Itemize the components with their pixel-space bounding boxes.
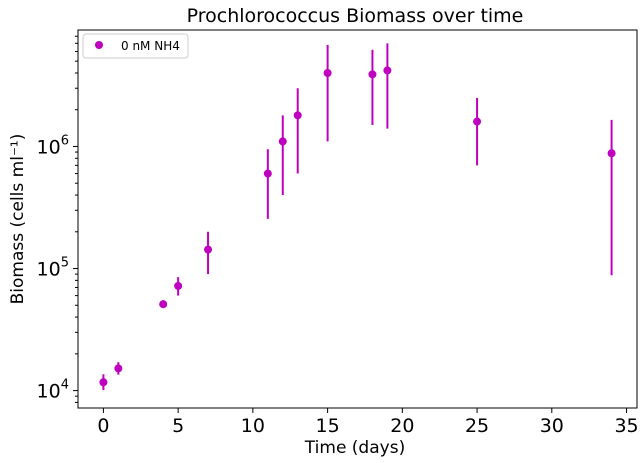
data-point xyxy=(99,378,108,387)
x-tick-label: 30 xyxy=(540,415,564,437)
x-tick-label: 0 xyxy=(97,415,109,437)
data-point xyxy=(159,300,168,309)
data-point xyxy=(473,117,482,126)
legend-marker xyxy=(95,41,103,49)
plot-area xyxy=(77,29,638,409)
data-point xyxy=(368,70,377,79)
data-point xyxy=(114,364,123,373)
data-point xyxy=(174,281,183,290)
data-point xyxy=(278,137,287,146)
data-point xyxy=(383,66,392,75)
legend-label: 0 nM NH4 xyxy=(121,39,180,53)
y-axis-label: Biomass (cells ml⁻¹) xyxy=(8,134,28,305)
data-point xyxy=(607,149,616,158)
data-series xyxy=(99,43,616,391)
y-axis: 104 105 106 xyxy=(37,35,78,403)
legend-box xyxy=(82,33,189,59)
data-point xyxy=(293,111,302,120)
data-point xyxy=(263,169,272,178)
x-tick-label: 35 xyxy=(614,415,638,437)
x-tick-label: 15 xyxy=(316,415,340,437)
y-tick-label: 106 xyxy=(37,133,69,158)
x-axis: 0 5 10 15 20 25 30 35 xyxy=(97,408,639,437)
data-point xyxy=(204,245,213,254)
y-tick-label: 105 xyxy=(37,256,69,281)
x-tick-label: 10 xyxy=(241,415,265,437)
y-tick-label: 104 xyxy=(37,378,69,403)
x-tick-label: 20 xyxy=(390,415,414,437)
data-point xyxy=(323,68,332,77)
x-axis-label: Time (days) xyxy=(304,438,405,458)
x-tick-label: 5 xyxy=(172,415,184,437)
x-tick-label: 25 xyxy=(465,415,489,437)
legend: 0 nM NH4 xyxy=(82,33,189,59)
chart-title: Prochlorococcus Biomass over time xyxy=(187,5,524,27)
